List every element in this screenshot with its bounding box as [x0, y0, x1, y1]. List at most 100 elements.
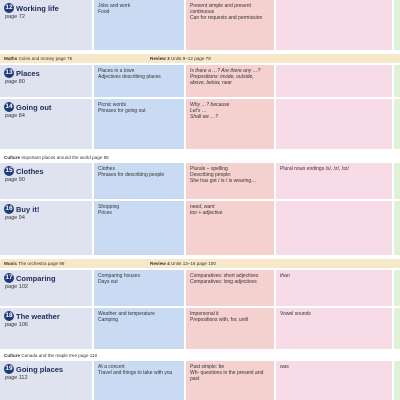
unit-title: 12 Working life: [4, 3, 88, 13]
extra-column-cell: [394, 201, 400, 255]
vocabulary-text: Weather and temperature Camping: [98, 311, 155, 324]
unit-title-text: Comparing: [16, 273, 56, 283]
unit-page: page 72: [5, 14, 25, 20]
unit-cell: 12 Working life page 72: [0, 0, 92, 50]
extra-column-cell: [394, 99, 400, 149]
unit-number-badge: 15: [4, 166, 14, 176]
grammar-text: Impersonal it Prepositions with, for, un…: [190, 311, 249, 324]
pronunciation-text: than: [280, 273, 290, 279]
unit-title-text: Clothes: [16, 166, 44, 176]
grammar-cell: need, want too + adjective: [186, 201, 274, 255]
grammar-text: need, want too + adjective: [190, 204, 223, 217]
unit-title: 13 Places: [4, 68, 88, 78]
unit-cell: 15 Clothes page 90: [0, 163, 92, 199]
unit-row-18: 18 The weather page 106 Weather and tempe…: [0, 308, 400, 349]
extra-column-cell: [394, 361, 400, 400]
review-text: Units 9–12 page 78: [170, 56, 211, 61]
vocabulary-text: Places in a town Adjectives describing p…: [98, 68, 161, 81]
grammar-cell: Comparatives: short adjectives Comparati…: [186, 270, 274, 306]
band-text: The orchestra page 98: [18, 261, 65, 266]
unit-title: 17 Comparing: [4, 273, 88, 283]
unit-cell: 14 Going out page 84: [0, 99, 92, 149]
grammar-cell: Impersonal it Prepositions with, for, un…: [186, 308, 274, 349]
grammar-cell: Past simple: be Wh- questions in the pre…: [186, 361, 274, 400]
vocabulary-text: Shopping Prices: [98, 204, 120, 217]
vocabulary-cell: Clothes Phrases for describing people: [94, 163, 184, 199]
pronunciation-cell: [276, 0, 392, 50]
pronunciation-cell: [276, 201, 392, 255]
review-text: Units 13–16 page 100: [170, 261, 216, 266]
grammar-cell: Plurals – spelling Describing people: Sh…: [186, 163, 274, 199]
grammar-text: Present simple and present continuous Ca…: [190, 3, 263, 22]
band-label: Music: [4, 261, 18, 266]
grammar-text: Plurals – spelling Describing people: Sh…: [190, 166, 257, 185]
band-label: Culture: [4, 155, 21, 160]
vocabulary-cell: Places in a town Adjectives describing p…: [94, 65, 184, 97]
culture-band: Culture Canada and the maple tree page 1…: [0, 351, 400, 360]
unit-title: 18 The weather: [4, 311, 88, 321]
pronunciation-text: was: [280, 364, 289, 370]
culture-band: Culture Important places around the worl…: [0, 153, 400, 162]
grammar-cell: Why …? because Let's … Shall we …?: [186, 99, 274, 149]
grammar-text: Why …? because Let's … Shall we …?: [190, 102, 230, 121]
unit-number-badge: 18: [4, 311, 14, 321]
unit-page: page 94: [5, 215, 25, 221]
extra-column-cell: [394, 65, 400, 97]
pronunciation-cell: than: [276, 270, 392, 306]
unit-row-16: 16 Buy it! page 94 Shopping Prices need, …: [0, 201, 400, 255]
unit-page: page 90: [5, 177, 25, 183]
vocabulary-cell: Weather and temperature Camping: [94, 308, 184, 349]
unit-number-badge: 12: [4, 3, 14, 13]
grammar-text: Is there a …? Are there any …? Prepositi…: [190, 68, 261, 87]
extra-column-cell: [394, 163, 400, 199]
grammar-text: Comparatives: short adjectives Comparati…: [190, 273, 259, 286]
unit-row-14: 14 Going out page 84 Picnic words Phrases…: [0, 99, 400, 149]
vocabulary-cell: Jobs and work Food: [94, 0, 184, 50]
unit-number-badge: 14: [4, 102, 14, 112]
unit-row-19: 19 Going places page 112 At a concert Tra…: [0, 361, 400, 400]
maths-band: Maths Coins and money page 76 Review 3 U…: [0, 54, 400, 63]
unit-page: page 112: [5, 375, 28, 381]
unit-cell: 18 The weather page 106: [0, 308, 92, 349]
grammar-text: Past simple: be Wh- questions in the pre…: [190, 364, 264, 383]
band-text: Coins and money page 76: [18, 56, 73, 61]
unit-title-text: Buy it!: [16, 204, 40, 214]
vocabulary-text: Comparing houses Days out: [98, 273, 140, 286]
pronunciation-cell: was: [276, 361, 392, 400]
unit-row-15: 15 Clothes page 90 Clothes Phrases for de…: [0, 163, 400, 199]
unit-title-text: The weather: [16, 311, 60, 321]
review-label: Review 3: [150, 56, 170, 61]
extra-column-cell: [394, 308, 400, 349]
unit-title: 19 Going places: [4, 364, 88, 374]
unit-cell: 19 Going places page 112: [0, 361, 92, 400]
vocabulary-text: Clothes Phrases for describing people: [98, 166, 165, 179]
unit-number-badge: 19: [4, 364, 14, 374]
unit-cell: 16 Buy it! page 94: [0, 201, 92, 255]
unit-page: page 102: [5, 284, 28, 290]
vocabulary-text: Picnic words Phrases for going out: [98, 102, 146, 115]
pronunciation-text: Plural noun endings /s/, /z/, /ɪz/: [280, 166, 349, 172]
grammar-cell: Is there a …? Are there any …? Prepositi…: [186, 65, 274, 97]
unit-title-text: Working life: [16, 3, 59, 13]
unit-page: page 106: [5, 322, 28, 328]
pronunciation-cell: Vowel sounds: [276, 308, 392, 349]
unit-number-badge: 13: [4, 68, 14, 78]
unit-title: 14 Going out: [4, 102, 88, 112]
unit-row-12: 12 Working life page 72 Jobs and work Foo…: [0, 0, 400, 50]
pronunciation-cell: [276, 65, 392, 97]
unit-number-badge: 16: [4, 204, 14, 214]
unit-row-13: 13 Places page 80 Places in a town Adject…: [0, 65, 400, 97]
vocabulary-cell: At a concert Travel and things to take w…: [94, 361, 184, 400]
band-label: Culture: [4, 353, 21, 358]
band-text: Important places around the world page 8…: [21, 155, 109, 160]
unit-page: page 84: [5, 113, 25, 119]
unit-title: 16 Buy it!: [4, 204, 88, 214]
vocabulary-text: Jobs and work Food: [98, 3, 131, 16]
vocabulary-text: At a concert Travel and things to take w…: [98, 364, 173, 377]
vocabulary-cell: Shopping Prices: [94, 201, 184, 255]
unit-title-text: Going out: [16, 102, 52, 112]
pronunciation-cell: [276, 99, 392, 149]
unit-page: page 80: [5, 79, 25, 85]
extra-column-cell: [394, 0, 400, 50]
unit-title-text: Places: [16, 68, 40, 78]
